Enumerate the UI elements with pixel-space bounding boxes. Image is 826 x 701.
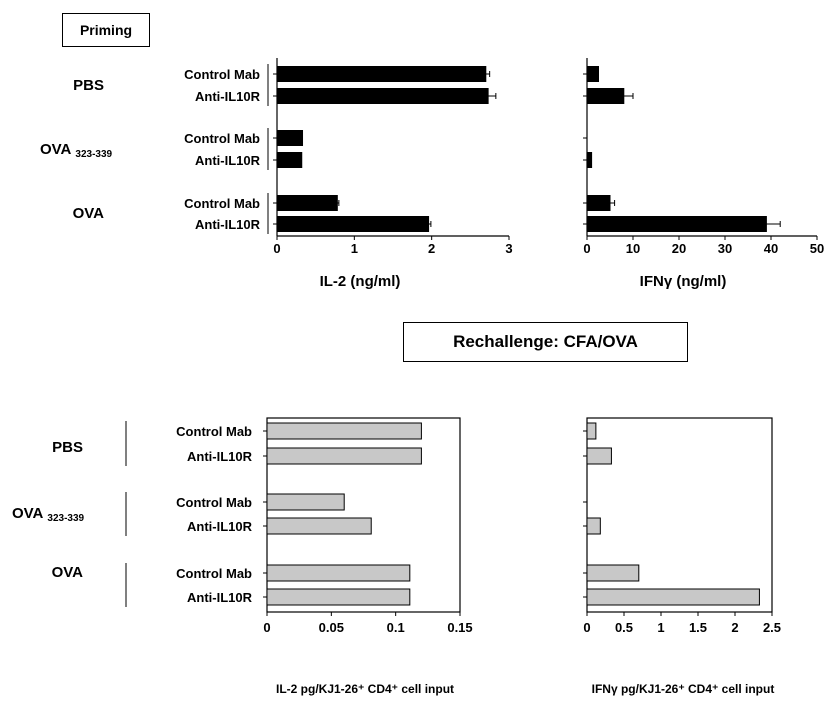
- group-label: PBS: [73, 77, 104, 94]
- x-tick-label: 2.5: [763, 620, 781, 635]
- bar: [276, 66, 487, 82]
- bar: [266, 422, 422, 440]
- bar: [586, 422, 597, 440]
- group-subscript: 323-339: [47, 513, 84, 524]
- bar: [266, 517, 372, 535]
- category-label: Anti-IL10R: [195, 217, 261, 232]
- category-label: Anti-IL10R: [187, 449, 253, 464]
- category-label: Control Mab: [176, 566, 252, 581]
- bar: [586, 517, 601, 535]
- x-axis-label: IL-2 pg/KJ1-26⁺ CD4⁺ cell input: [276, 682, 454, 696]
- bar: [266, 564, 411, 582]
- x-tick-label: 20: [672, 241, 686, 256]
- group-label: OVA 323-339: [40, 141, 113, 160]
- x-tick-label: 50: [810, 241, 824, 256]
- category-label: Control Mab: [184, 196, 260, 211]
- bar: [586, 88, 625, 104]
- category-label: Control Mab: [176, 495, 252, 510]
- priming-label-text: Priming: [79, 22, 133, 38]
- x-tick-label: 0: [263, 620, 270, 635]
- bar: [586, 447, 612, 465]
- x-axis-label: IFNγ pg/KJ1-26⁺ CD4⁺ cell input: [592, 682, 775, 696]
- group-label: OVA: [52, 564, 84, 581]
- group-name: OVA: [12, 505, 44, 522]
- bar: [276, 216, 430, 232]
- bar: [276, 130, 304, 146]
- plot-frame: [586, 417, 773, 613]
- x-tick-label: 1: [657, 620, 664, 635]
- plot-frame: [266, 417, 461, 613]
- group-name: OVA: [52, 564, 84, 581]
- group-label: PBS: [52, 439, 83, 456]
- bar: [266, 447, 422, 465]
- bar: [586, 588, 760, 606]
- group-subscript: 323-339: [75, 149, 112, 160]
- bar: [276, 152, 303, 168]
- group-name: OVA: [40, 141, 72, 158]
- category-label: Anti-IL10R: [187, 519, 253, 534]
- bar: [586, 152, 593, 168]
- category-label: Anti-IL10R: [195, 89, 261, 104]
- group-label: OVA 323-339: [12, 505, 85, 524]
- category-label: Control Mab: [184, 67, 260, 82]
- bar: [276, 88, 489, 104]
- x-axis-label: IL-2 (ng/ml): [320, 273, 401, 290]
- bar: [276, 195, 338, 211]
- x-tick-label: 30: [718, 241, 732, 256]
- bar: [586, 216, 767, 232]
- bar: [266, 493, 345, 511]
- x-tick-label: 2: [428, 241, 435, 256]
- priming-label: Priming: [62, 13, 150, 47]
- x-tick-label: 0: [583, 620, 590, 635]
- category-label: Anti-IL10R: [195, 153, 261, 168]
- rechallenge-label-text: Rechallenge: CFA/OVA: [453, 332, 638, 351]
- x-tick-label: 1.5: [689, 620, 707, 635]
- x-tick-label: 40: [764, 241, 778, 256]
- x-tick-label: 0: [273, 241, 280, 256]
- x-tick-label: 1: [351, 241, 358, 256]
- bar: [586, 195, 611, 211]
- group-name: OVA: [73, 205, 105, 222]
- bar: [266, 588, 411, 606]
- x-tick-label: 10: [626, 241, 640, 256]
- group-label: OVA: [73, 205, 105, 222]
- category-label: Anti-IL10R: [187, 590, 253, 605]
- x-tick-label: 0.5: [615, 620, 633, 635]
- x-tick-label: 2: [731, 620, 738, 635]
- category-label: Control Mab: [176, 424, 252, 439]
- bar: [586, 564, 640, 582]
- x-tick-label: 0: [583, 241, 590, 256]
- x-tick-label: 0.15: [447, 620, 472, 635]
- x-tick-label: 0.05: [319, 620, 344, 635]
- rechallenge-label: Rechallenge: CFA/OVA: [403, 322, 688, 362]
- x-tick-label: 3: [505, 241, 512, 256]
- x-axis-label: IFNγ (ng/ml): [640, 273, 727, 290]
- bar: [586, 66, 599, 82]
- category-label: Control Mab: [184, 131, 260, 146]
- x-tick-label: 0.1: [387, 620, 405, 635]
- group-name: PBS: [73, 77, 104, 94]
- group-name: PBS: [52, 439, 83, 456]
